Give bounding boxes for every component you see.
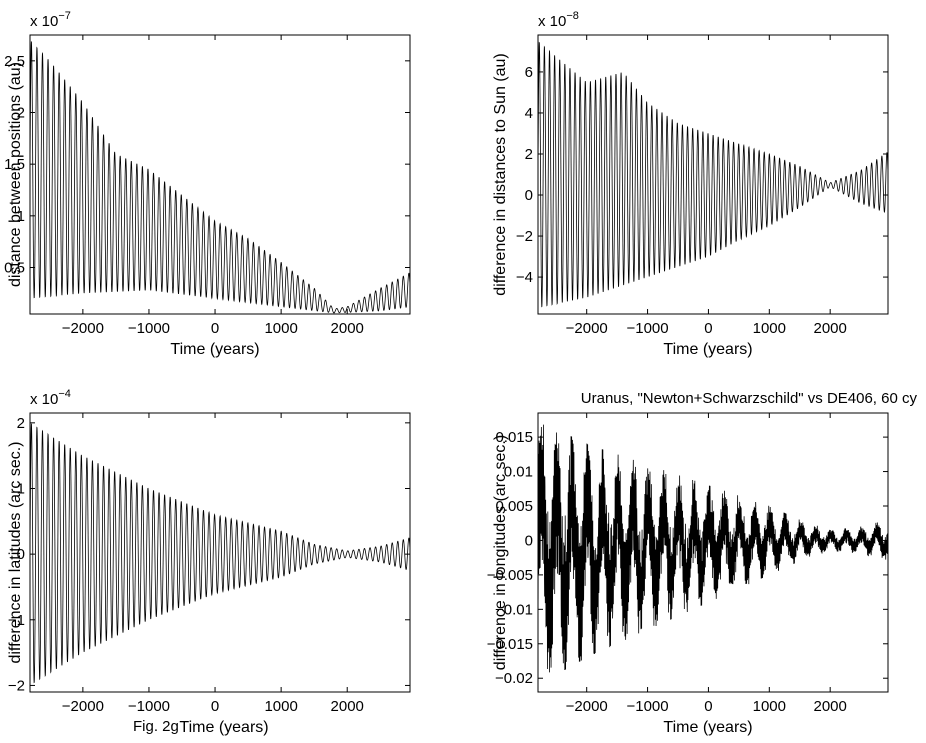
plot-frame (29, 34, 411, 315)
x-tick-label: −1000 (128, 698, 170, 715)
x-tick-label: 2000 (331, 698, 364, 715)
x-tick-label: −1000 (626, 320, 668, 337)
y-tick-label: 1 (17, 480, 25, 497)
y-tick-label: −4 (516, 269, 533, 286)
y-tick-label: 1 (17, 208, 25, 225)
series-line (30, 423, 410, 684)
plot-frame (29, 412, 411, 693)
y-tick-label: −0.02 (495, 670, 533, 687)
x-tick-label: 2000 (331, 320, 364, 337)
chart-panel-2: −2000 −1000 0 1000 2000 −4 −2 0 2 4 6 Time (years) d… (492, 10, 889, 358)
x-axis-label: Time (years) (663, 719, 752, 736)
x-axis-label: Time (years) (179, 719, 268, 736)
y-tick-label: −0.005 (487, 567, 533, 584)
x-tick-label: 0 (211, 698, 219, 715)
y-tick-label: 0 (17, 546, 25, 563)
y-tick-label: 1.5 (4, 156, 25, 173)
exponent-label: x 10−8 (538, 10, 579, 30)
x-axis-label: Time (years) (170, 341, 259, 358)
x-tick-label: 1000 (753, 320, 786, 337)
x-tick-label: 1000 (753, 698, 786, 715)
chart-title: Uranus, "Newton+Schwarzschild" vs DE406,… (581, 390, 918, 407)
y-tick-label: −1 (8, 612, 25, 629)
figure-caption: Fig. 2g (133, 718, 179, 735)
plot-frame (537, 412, 889, 693)
y-tick-label: 6 (525, 64, 533, 81)
x-tick-label: 2000 (813, 320, 846, 337)
y-tick-label: 0 (525, 532, 533, 549)
x-tick-label: 0 (211, 320, 219, 337)
y-tick-label: 0.01 (504, 464, 533, 481)
x-tick-label: 1000 (264, 320, 297, 337)
x-tick-label: −2000 (62, 698, 104, 715)
exponent-label: x 10−4 (30, 388, 71, 408)
x-tick-label: 0 (704, 698, 712, 715)
y-axis-label: difference in distances to Sun (au) (492, 53, 509, 296)
exponent-label: x 10−7 (30, 10, 71, 30)
y-tick-label: −2 (516, 228, 533, 245)
y-tick-label: 2 (525, 146, 533, 163)
y-axis-label: difference in latitudes (arc sec.) (7, 441, 24, 663)
x-tick-label: −1000 (626, 698, 668, 715)
x-tick-label: −1000 (128, 320, 170, 337)
series-line (538, 424, 888, 673)
x-tick-label: −2000 (566, 320, 608, 337)
y-tick-label: −0.01 (495, 601, 533, 618)
x-tick-label: 2000 (813, 698, 846, 715)
y-tick-label: 4 (525, 105, 533, 122)
x-tick-label: −2000 (566, 698, 608, 715)
chart-panel-3: −2000 −1000 0 1000 2000 −2 −1 0 1 2 Time (years) di… (7, 388, 411, 736)
y-tick-label: 2 (17, 415, 25, 432)
x-tick-label: 0 (704, 320, 712, 337)
y-tick-label: 2.5 (4, 53, 25, 70)
y-tick-label: 0.015 (495, 429, 533, 446)
plot-frame (537, 34, 889, 315)
y-axis-label: difference in longitudes (arc sec.) (492, 435, 509, 670)
y-tick-label: 0.5 (4, 260, 25, 277)
y-tick-label: −0.015 (487, 636, 533, 653)
chart-panel-1: −2000 −1000 0 1000 2000 0.5 1 1.5 2 2.5 Time (year… (4, 10, 411, 358)
y-tick-label: −2 (8, 677, 25, 694)
series-line (30, 40, 410, 314)
series-line (538, 41, 888, 308)
chart-panel-4: −2000 −1000 0 1000 2000 −0.02 −0.015 −0.01 −0.00… (487, 390, 918, 736)
y-axis-label: distance between positions (au) (7, 62, 24, 287)
y-tick-label: 0.005 (495, 498, 533, 515)
y-tick-label: 2 (17, 105, 25, 122)
y-tick-label: 0 (525, 187, 533, 204)
x-tick-label: 1000 (264, 698, 297, 715)
x-tick-label: −2000 (62, 320, 104, 337)
x-axis-label: Time (years) (663, 341, 752, 358)
